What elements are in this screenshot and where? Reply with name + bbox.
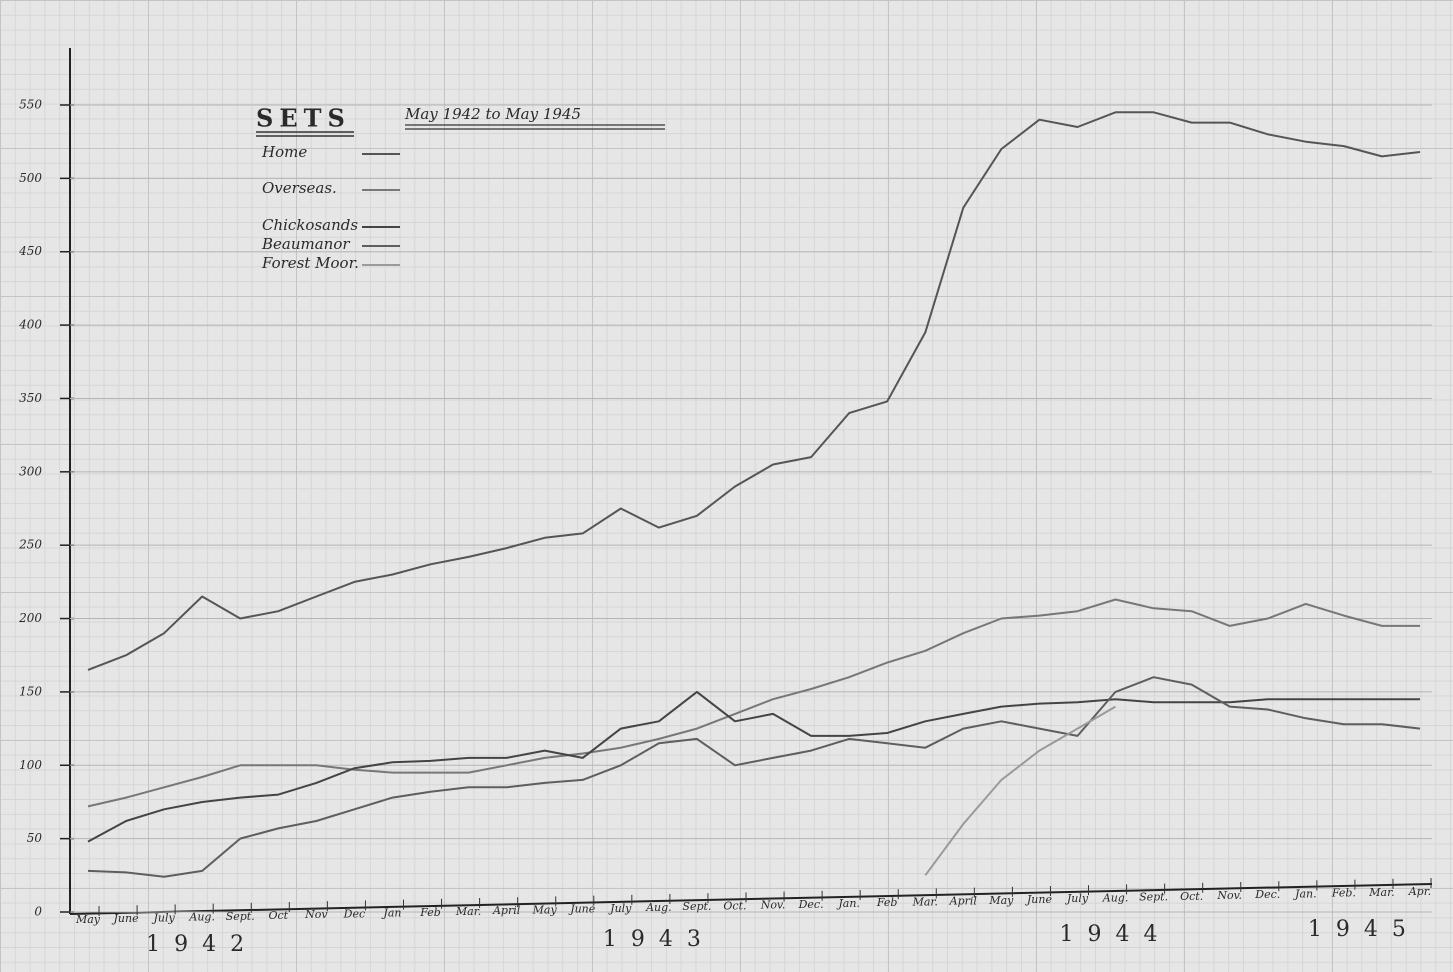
year-label: 1944 [1060,922,1172,947]
x-tick-label: Oct [268,909,288,922]
y-tick-label: 300 [19,464,42,478]
x-tick-label: Mar. [455,905,481,918]
y-tick-label: 250 [18,538,42,552]
x-tick-label: Feb [876,896,898,909]
x-tick-label: Dec. [1254,888,1280,901]
x-tick-label: Jan [381,907,401,920]
x-tick-label: Apr. [1408,885,1432,898]
y-tick-label: 200 [18,611,42,625]
chart-subtitle: May 1942 to May 1945 [404,105,581,123]
series-line [87,690,1420,843]
x-tick-label: May [75,913,101,926]
x-tick-label: Nov [304,908,328,921]
series-line [924,705,1117,876]
x-tick-label: June [112,912,140,925]
x-tick-label: Nov. [760,899,786,912]
x-tick-label: Aug. [1102,891,1129,904]
x-tick-label: Feb. [1331,887,1356,900]
chart-title: SETS [256,104,351,133]
x-tick-label: Aug. [188,911,215,924]
x-tick-label: April [492,904,521,917]
legend-label: Beaumanor [261,235,350,253]
year-label: 1945 [1308,917,1420,942]
year-label: 1942 [146,932,258,957]
y-tick-label: 400 [18,318,42,332]
year-label: 1943 [603,927,715,952]
series-line [87,111,1421,671]
x-tick-label: Oct. [723,899,746,912]
x-tick-label: Nov. [1216,889,1242,902]
y-tick-label: 550 [19,98,42,112]
x-tick-label: July [1065,892,1089,905]
x-tick-label: July [608,902,632,915]
y-tick-label: 350 [19,391,42,405]
series-line [87,598,1420,808]
x-tick-label: Oct. [1180,890,1203,903]
legend-label: Forest Moor. [261,254,359,272]
y-tick-label: 50 [27,831,43,845]
x-tick-label: June [1025,893,1053,906]
x-tick-label: Sept. [1139,891,1168,904]
x-tick-label: Sept. [226,910,255,923]
x-tick-label: Jan. [836,897,860,910]
x-tick-label: Feb [419,906,441,919]
x-tick-label: Dec [343,907,366,920]
legend-label: Overseas. [262,179,337,197]
x-tick-label: April [949,895,978,908]
x-tick-label: Dec. [798,898,824,911]
y-tick-label: 100 [19,758,42,772]
y-tick-label: 450 [18,244,42,258]
legend-label: Chickosands [262,216,358,234]
x-tick-label: Mar. [1368,886,1394,899]
x-tick-label: Mar. [912,895,938,908]
x-tick-label: May [988,894,1014,907]
y-tick-label: 500 [19,171,42,185]
y-tick-label: 0 [34,905,42,919]
x-tick-label: Aug. [645,901,672,914]
legend-label: Home [261,143,307,161]
x-tick-label: June [568,903,596,916]
x-tick-label: July [151,911,175,924]
series-line [87,676,1421,878]
x-tick-label: Jan. [1293,887,1317,900]
x-tick-label: May [532,903,558,916]
y-tick-label: 150 [19,684,42,698]
x-axis [69,883,1433,915]
x-tick-label: Sept. [682,900,711,913]
